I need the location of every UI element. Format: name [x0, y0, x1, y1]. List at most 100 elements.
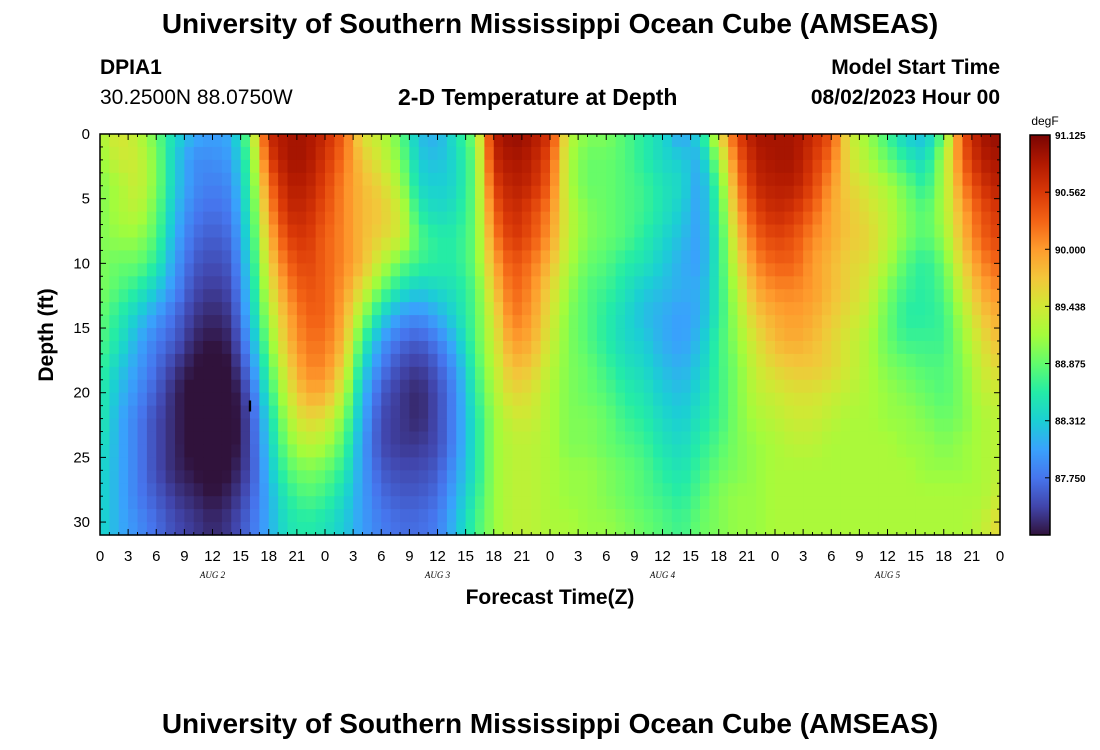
heatmap-cell: [203, 353, 214, 368]
heatmap-cell: [428, 237, 439, 252]
heatmap-cell: [793, 522, 804, 536]
heatmap-cell: [118, 431, 129, 446]
heatmap-cell: [925, 237, 935, 252]
heatmap-cell: [634, 328, 645, 342]
heatmap-cell: [165, 328, 176, 342]
heatmap-cell: [137, 496, 148, 510]
heatmap-cell: [690, 457, 701, 471]
heatmap-cell: [596, 159, 607, 174]
heatmap-cell: [531, 457, 542, 471]
heatmap-cell: [296, 366, 307, 381]
heatmap-cell: [146, 263, 157, 277]
heatmap-cell: [259, 211, 270, 226]
heatmap-cell: [353, 289, 364, 303]
heatmap-cell: [118, 392, 129, 407]
heatmap-cell: [559, 522, 570, 536]
heatmap-cell: [756, 457, 767, 471]
heatmap-cell: [381, 159, 392, 174]
heatmap-cell: [962, 198, 973, 213]
heatmap-cell: [353, 431, 364, 446]
heatmap-cell: [812, 146, 823, 161]
heatmap-cell: [971, 431, 982, 446]
heatmap-cell: [728, 509, 739, 523]
heatmap-cell: [718, 509, 729, 523]
heatmap-cell: [953, 211, 964, 226]
heatmap-cell: [193, 146, 204, 161]
heatmap-cell: [981, 328, 992, 342]
heatmap-cell: [175, 522, 185, 536]
colorbar-tick-label: 87.750: [1055, 474, 1086, 485]
heatmap-cell: [690, 211, 701, 226]
heatmap-cell: [287, 340, 298, 355]
heatmap-cell: [915, 172, 926, 187]
heatmap-cell: [990, 211, 1001, 226]
heatmap-cell: [146, 211, 157, 226]
heatmap-cell: [962, 315, 973, 329]
heatmap-cell: [231, 509, 242, 523]
heatmap-cell: [184, 340, 195, 355]
heatmap-cell: [531, 315, 542, 329]
heatmap-cell: [334, 134, 345, 148]
heatmap-cell: [915, 457, 926, 471]
heatmap-cell: [221, 224, 232, 239]
heatmap-cell: [184, 146, 195, 161]
heatmap-cell: [550, 353, 560, 368]
heatmap-cell: [653, 496, 664, 510]
heatmap-cell: [671, 392, 682, 407]
heatmap-cell: [596, 379, 607, 394]
heatmap-cell: [578, 483, 589, 497]
heatmap-cell: [746, 431, 757, 446]
heatmap-cell: [531, 263, 542, 277]
heatmap-cell: [521, 211, 532, 226]
heatmap-cell: [315, 185, 326, 200]
heatmap-cell: [521, 315, 532, 329]
heatmap-cell: [287, 483, 298, 497]
heatmap-cell: [212, 250, 223, 264]
heatmap-cell: [484, 134, 495, 148]
heatmap-cell: [793, 340, 804, 355]
heatmap-cell: [296, 237, 307, 252]
heatmap-cell: [915, 353, 926, 368]
heatmap-cell: [343, 340, 354, 355]
heatmap-cell: [250, 470, 260, 484]
heatmap-cell: [550, 211, 560, 226]
heatmap-cell: [512, 172, 523, 187]
heatmap-cell: [812, 302, 823, 316]
y-tick-label: 15: [73, 320, 90, 337]
heatmap-cell: [334, 211, 345, 226]
heatmap-cell: [606, 198, 617, 213]
heatmap-cell: [296, 457, 307, 471]
heatmap-cell: [850, 405, 860, 420]
heatmap-cell: [268, 146, 279, 161]
heatmap-cell: [193, 328, 204, 342]
heatmap-cell: [118, 444, 129, 458]
x-axis-title: Forecast Time(Z): [466, 586, 635, 609]
heatmap-cell: [662, 185, 673, 200]
heatmap-cell: [962, 146, 973, 161]
heatmap-cell: [718, 522, 729, 536]
heatmap-cell: [840, 211, 851, 226]
heatmap-cell: [465, 366, 476, 381]
heatmap-cell: [456, 250, 467, 264]
heatmap-cell: [981, 211, 992, 226]
heatmap-cell: [709, 237, 720, 252]
heatmap-cell: [925, 289, 935, 303]
heatmap-cell: [165, 379, 176, 394]
heatmap-cell: [446, 250, 457, 264]
heatmap-cell: [278, 418, 289, 433]
heatmap-cell: [765, 237, 776, 252]
heatmap-cell: [203, 392, 214, 407]
heatmap-cell: [371, 146, 382, 161]
heatmap-cell: [643, 379, 654, 394]
heatmap-cell: [578, 134, 589, 148]
heatmap-cell: [868, 134, 879, 148]
heatmap-cell: [653, 224, 664, 239]
heatmap-cell: [709, 496, 720, 510]
heatmap-cell: [587, 134, 598, 148]
heatmap-cell: [784, 509, 795, 523]
heatmap-cell: [465, 418, 476, 433]
heatmap-cell: [709, 444, 720, 458]
heatmap-cell: [278, 470, 289, 484]
heatmap-cell: [709, 379, 720, 394]
heatmap-cell: [784, 198, 795, 213]
